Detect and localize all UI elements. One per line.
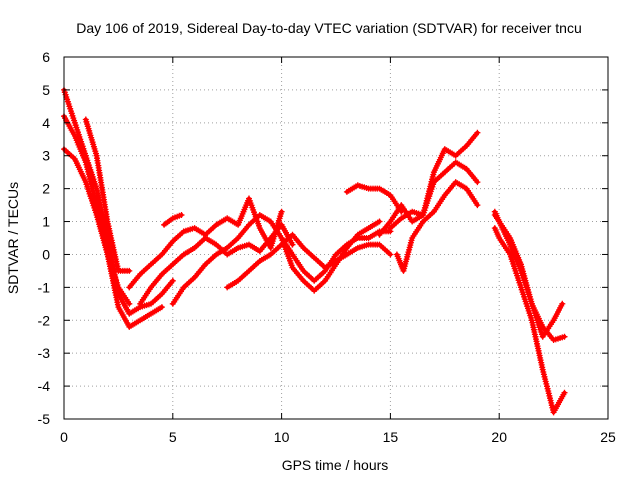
series-markers [491,208,566,340]
y-tick-label: 5 [42,82,50,98]
y-tick-label: -2 [38,312,51,328]
series-markers [278,218,383,294]
x-tick-label: 10 [274,429,290,445]
x-tick-label: 15 [383,429,399,445]
series-markers [137,221,296,307]
series-track-11 [343,182,405,215]
series-track-13 [387,159,481,232]
series-track-14 [393,179,481,274]
series-markers [126,195,285,291]
series-markers [82,116,133,274]
chart-title: Day 106 of 2019, Sidereal Day-to-day VTE… [76,20,582,36]
series-markers [393,179,481,274]
series-track-4 [82,116,133,274]
y-tick-label: -3 [38,345,51,361]
series-track [127,196,284,290]
series-track-5 [126,195,285,291]
plot-frame [63,56,609,420]
x-tick-label: 25 [600,429,616,445]
y-tick-label: 0 [42,246,50,262]
series-markers [387,159,481,232]
series-track-9 [278,218,383,294]
x-tick-label: 20 [491,429,507,445]
y-tick-label: -5 [38,411,51,427]
y-tick-label: -1 [38,279,51,295]
series-track-6 [137,221,296,307]
series-track-10 [161,212,185,228]
series-markers [343,182,405,215]
axis-ticks: 0 5 10 15 20 25 -5 -4 -3 -2 -1 0 1 2 3 4 5 6 [38,49,616,445]
data-series [61,86,568,416]
y-tick-label: 4 [42,115,50,131]
y-tick-label: 2 [42,181,50,197]
series-track-3 [61,146,133,307]
gridlines [64,57,608,419]
series-track-17 [491,225,568,416]
series-track-16 [491,208,566,340]
y-tick-label: 6 [42,49,50,65]
y-axis-label: SDTVAR / TECUs [5,182,21,294]
series-markers [169,212,394,307]
series-markers [491,225,568,416]
x-axis-label: GPS time / hours [282,457,389,473]
x-tick-label: 0 [60,429,68,445]
y-tick-label: 3 [42,148,50,164]
series-markers [161,212,185,228]
series-track [394,180,480,273]
x-tick-label: 5 [169,429,177,445]
y-tick-label: 1 [42,214,50,230]
y-tick-label: -4 [38,378,51,394]
